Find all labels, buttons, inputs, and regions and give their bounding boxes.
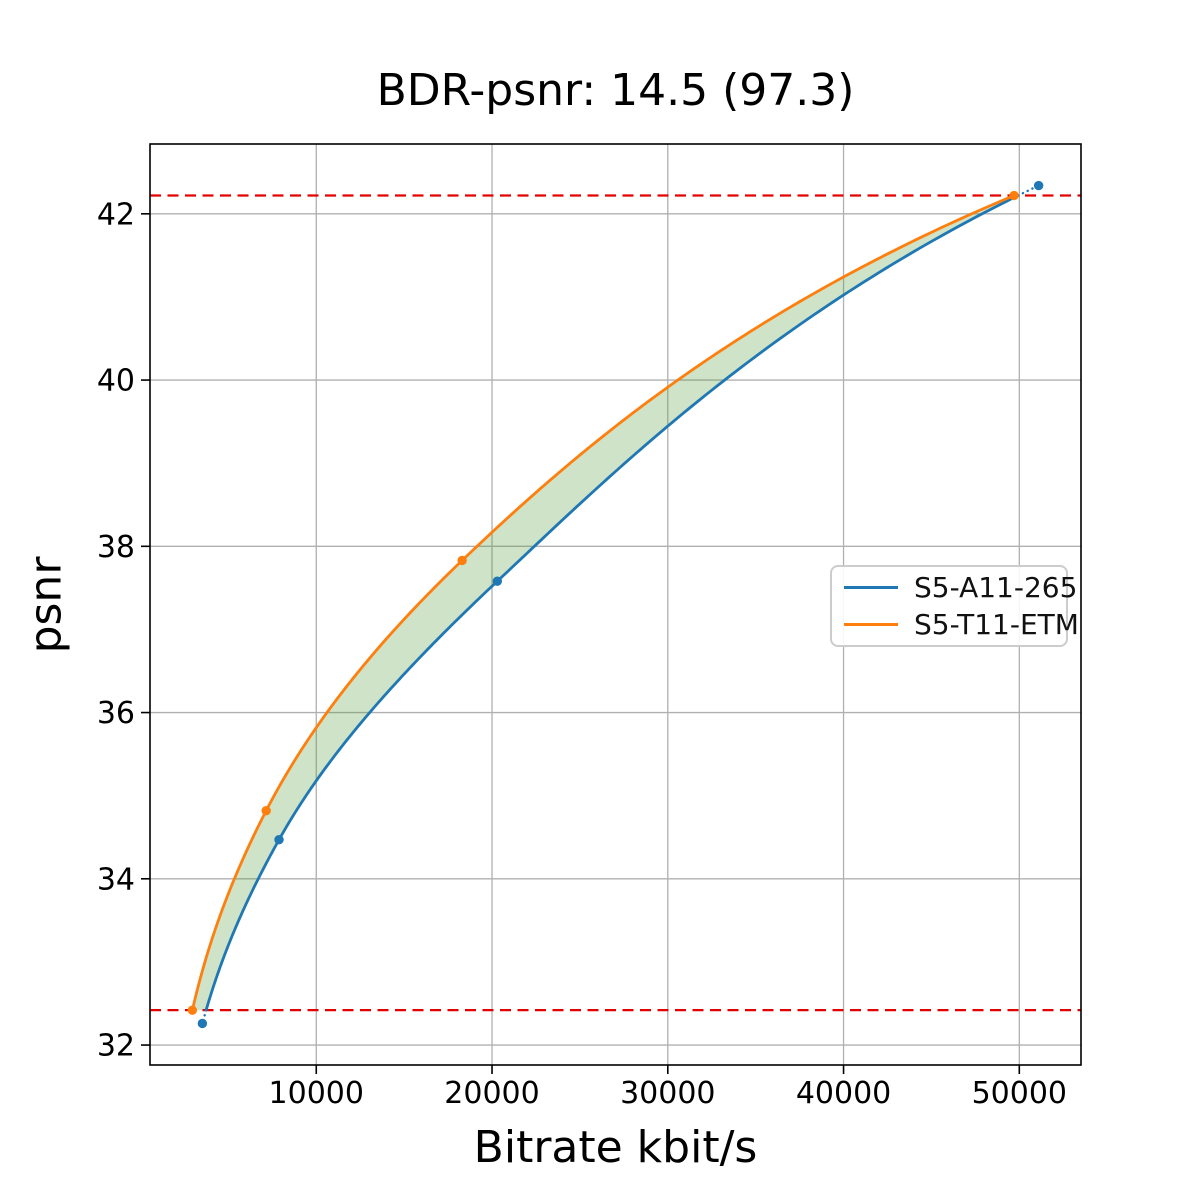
- dotted-extension-high-S5-A11-265: [1016, 184, 1040, 197]
- data-point-S5-A11-265: [492, 576, 503, 586]
- x-axis-label: Bitrate kbit/s: [473, 1122, 758, 1173]
- data-point-S5-A11-265: [197, 1018, 208, 1029]
- y-tick-label-36: 36: [97, 696, 135, 731]
- y-tick-label-38: 38: [97, 530, 135, 565]
- plot-border: [149, 143, 1082, 1066]
- x-tick-label-10000: 10000: [269, 1076, 364, 1111]
- x-tick-label-50000: 50000: [972, 1076, 1067, 1111]
- x-tick-label-40000: 40000: [796, 1076, 891, 1111]
- data-point-S5-T11-ETM: [457, 555, 467, 566]
- y-tick-label-32: 32: [97, 1029, 135, 1064]
- data-point-S5-T11-ETM: [187, 1005, 198, 1015]
- data-point-S5-A11-265: [1033, 180, 1044, 191]
- data-point-S5-A11-265: [274, 835, 284, 845]
- y-tick-label-34: 34: [97, 862, 135, 897]
- chart-title: BDR-psnr: 14.5 (97.3): [376, 65, 855, 116]
- data-point-S5-T11-ETM: [261, 805, 271, 816]
- legend-label: S5-A11-265: [914, 571, 1078, 604]
- legend-entry-s5-t11-etm: S5-T11-ETM: [832, 608, 1079, 641]
- data-point-S5-T11-ETM: [1009, 190, 1019, 201]
- x-tick-label-20000: 20000: [444, 1076, 539, 1111]
- y-tick-label-42: 42: [97, 197, 135, 232]
- curve-S5-A11-265: [204, 194, 1020, 1012]
- legend-entry-s5-a11-265: S5-A11-265: [832, 571, 1077, 604]
- legend-label: S5-T11-ETM: [914, 608, 1079, 641]
- x-tick-label-30000: 30000: [620, 1076, 715, 1111]
- legend-line-swatch-orange: [844, 623, 898, 626]
- legend-line-swatch-blue: [844, 586, 898, 589]
- curve-S5-T11-ETM: [190, 194, 1016, 1012]
- y-tick-label-40: 40: [97, 364, 135, 399]
- legend-box: S5-A11-265 S5-T11-ETM: [830, 565, 1079, 647]
